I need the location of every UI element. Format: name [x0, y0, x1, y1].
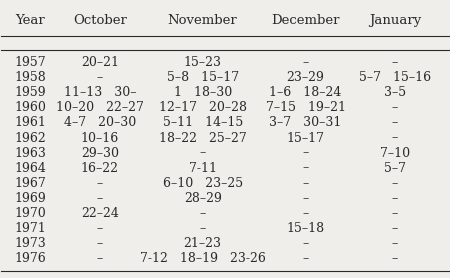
Text: –: –	[199, 207, 206, 220]
Text: 1961: 1961	[15, 116, 47, 130]
Text: 1976: 1976	[15, 252, 46, 265]
Text: 1973: 1973	[15, 237, 46, 250]
Text: 3–5: 3–5	[384, 86, 406, 100]
Text: –: –	[302, 162, 309, 175]
Text: –: –	[302, 56, 309, 69]
Text: –: –	[97, 177, 103, 190]
Text: 1962: 1962	[15, 131, 46, 145]
Text: –: –	[199, 147, 206, 160]
Text: 7–15   19–21: 7–15 19–21	[266, 101, 346, 115]
Text: –: –	[392, 101, 398, 115]
Text: 1960: 1960	[15, 101, 47, 115]
Text: 15–23: 15–23	[184, 56, 222, 69]
Text: November: November	[168, 14, 238, 27]
Text: –: –	[302, 207, 309, 220]
Text: 12–17   20–28: 12–17 20–28	[159, 101, 247, 115]
Text: –: –	[97, 192, 103, 205]
Text: –: –	[97, 237, 103, 250]
Text: 7–10: 7–10	[380, 147, 410, 160]
Text: 1964: 1964	[15, 162, 47, 175]
Text: 16–22: 16–22	[81, 162, 119, 175]
Text: 1970: 1970	[15, 207, 46, 220]
Text: –: –	[302, 237, 309, 250]
Text: 15–18: 15–18	[287, 222, 324, 235]
Text: –: –	[392, 222, 398, 235]
Text: 18–22   25–27: 18–22 25–27	[159, 131, 247, 145]
Text: October: October	[73, 14, 127, 27]
Text: 23–29: 23–29	[287, 71, 324, 84]
Text: –: –	[199, 222, 206, 235]
Text: 1958: 1958	[15, 71, 46, 84]
Text: 4–7   20–30: 4–7 20–30	[63, 116, 136, 130]
Text: –: –	[392, 131, 398, 145]
Text: –: –	[302, 147, 309, 160]
Text: –: –	[392, 192, 398, 205]
Text: 20–21: 20–21	[81, 56, 119, 69]
Text: 11–13   30–: 11–13 30–	[63, 86, 136, 100]
Text: 1967: 1967	[15, 177, 46, 190]
Text: –: –	[97, 252, 103, 265]
Text: 1969: 1969	[15, 192, 46, 205]
Text: 1963: 1963	[15, 147, 47, 160]
Text: 22–24: 22–24	[81, 207, 119, 220]
Text: –: –	[392, 252, 398, 265]
Text: –: –	[392, 116, 398, 130]
Text: –: –	[392, 237, 398, 250]
Text: 29–30: 29–30	[81, 147, 119, 160]
Text: 7-12   18–19   23-26: 7-12 18–19 23-26	[140, 252, 266, 265]
Text: 5–11   14–15: 5–11 14–15	[162, 116, 243, 130]
Text: 5–7   15–16: 5–7 15–16	[359, 71, 431, 84]
Text: –: –	[392, 56, 398, 69]
Text: 7-11: 7-11	[189, 162, 216, 175]
Text: –: –	[97, 222, 103, 235]
Text: 5–8   15–17: 5–8 15–17	[166, 71, 238, 84]
Text: 15–17: 15–17	[287, 131, 324, 145]
Text: 3–7   30–31: 3–7 30–31	[269, 116, 342, 130]
Text: December: December	[271, 14, 340, 27]
Text: 6–10   23–25: 6–10 23–25	[162, 177, 243, 190]
Text: 5–7: 5–7	[384, 162, 406, 175]
Text: 10–20   22–27: 10–20 22–27	[56, 101, 144, 115]
Text: Year: Year	[15, 14, 45, 27]
Text: 10–16: 10–16	[81, 131, 119, 145]
Text: –: –	[392, 207, 398, 220]
Text: 1–6   18–24: 1–6 18–24	[269, 86, 342, 100]
Text: 28–29: 28–29	[184, 192, 221, 205]
Text: 1959: 1959	[15, 86, 46, 100]
Text: 1971: 1971	[15, 222, 46, 235]
Text: 1   18–30: 1 18–30	[174, 86, 232, 100]
Text: January: January	[369, 14, 421, 27]
Text: –: –	[302, 252, 309, 265]
Text: –: –	[302, 192, 309, 205]
Text: –: –	[392, 177, 398, 190]
Text: 1957: 1957	[15, 56, 46, 69]
Text: –: –	[302, 177, 309, 190]
Text: 21–23: 21–23	[184, 237, 222, 250]
Text: –: –	[97, 71, 103, 84]
